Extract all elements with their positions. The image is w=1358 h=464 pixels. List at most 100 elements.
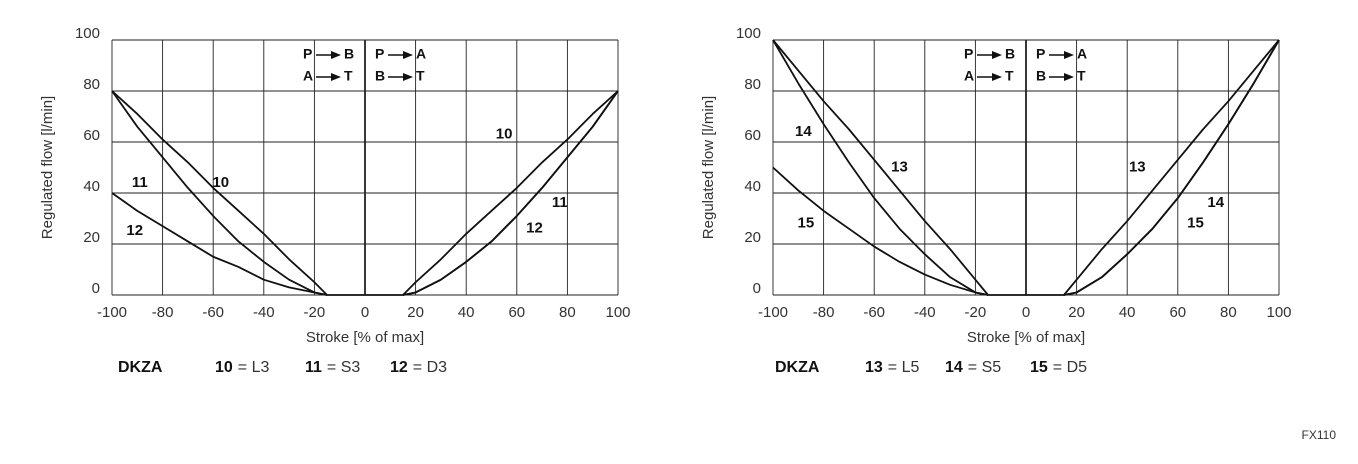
x-tick-label: 20 xyxy=(1068,304,1085,321)
x-tick-label: -100 xyxy=(97,304,127,321)
x-tick-label: 20 xyxy=(407,304,424,321)
arrow-head xyxy=(331,51,341,59)
port-label: P xyxy=(964,46,973,62)
port-label: T xyxy=(1077,68,1086,84)
x-tick-label: -60 xyxy=(863,304,885,321)
y-tick-label: 20 xyxy=(744,229,761,246)
y-tick-label: 0 xyxy=(753,280,761,297)
legend-text: = S5 xyxy=(968,359,1001,376)
x-tick-label: 80 xyxy=(559,304,576,321)
legend-key: 14 xyxy=(945,359,963,376)
legend-text: = D5 xyxy=(1053,359,1087,376)
x-tick-label: 0 xyxy=(361,304,369,321)
arrow-head xyxy=(331,73,341,81)
x-tick-label: 40 xyxy=(1119,304,1136,321)
curve-label: 11 xyxy=(552,194,568,211)
y-tick-label: 20 xyxy=(83,229,100,246)
x-tick-label: 100 xyxy=(605,304,630,321)
curve-label: 14 xyxy=(795,123,812,140)
y-tick-label: 0 xyxy=(92,280,100,297)
legend-entry: 12 = D3 xyxy=(390,359,447,376)
curve-label: 15 xyxy=(1187,215,1204,232)
legend-text: = D3 xyxy=(413,359,447,376)
legend-text: = L3 xyxy=(238,359,270,376)
x-tick-label: -40 xyxy=(914,304,936,321)
caption-title: DKZA xyxy=(118,359,163,376)
legend-key: 11 xyxy=(305,359,322,376)
arrow-head xyxy=(1064,73,1074,81)
x-tick-label: -80 xyxy=(813,304,835,321)
x-tick-label: 60 xyxy=(1169,304,1186,321)
y-tick-label: 40 xyxy=(744,178,761,195)
legend-text: = L5 xyxy=(888,359,920,376)
arrow-head xyxy=(992,51,1002,59)
arrow-head xyxy=(992,73,1002,81)
curve xyxy=(111,90,619,296)
port-label: T xyxy=(416,68,425,84)
legend-key: 10 xyxy=(215,359,233,376)
y-tick-label: 60 xyxy=(83,127,100,144)
curve-label: 13 xyxy=(891,158,908,175)
x-tick-label: -20 xyxy=(304,304,326,321)
port-label: P xyxy=(1036,46,1045,62)
legend-entry: 14 = S5 xyxy=(945,359,1001,376)
curve-label: 15 xyxy=(798,215,815,232)
curve-label: 13 xyxy=(1129,158,1146,175)
port-label: T xyxy=(1005,68,1014,84)
x-tick-label: -40 xyxy=(253,304,275,321)
port-label: A xyxy=(416,46,426,62)
curve-label: 10 xyxy=(212,174,229,191)
x-axis-title: Stroke [% of max] xyxy=(306,329,424,346)
arrow-head xyxy=(1064,51,1074,59)
x-tick-label: -100 xyxy=(758,304,788,321)
legend-text: = S3 xyxy=(327,359,360,376)
chart: -100 -80 -60 -40 -20 0 20 40 60 80 100 0 20 40 60 80 100… xyxy=(700,25,1292,376)
port-label: B xyxy=(344,46,354,62)
curve-label: 14 xyxy=(1207,194,1224,211)
x-tick-label: -20 xyxy=(965,304,987,321)
curve-label: 12 xyxy=(126,222,143,239)
curve-label: 12 xyxy=(526,220,543,237)
x-tick-label: -60 xyxy=(202,304,224,321)
port-label: T xyxy=(344,68,353,84)
port-label: B xyxy=(1005,46,1015,62)
y-axis-title: Regulated flow [l/min] xyxy=(39,96,56,239)
port-label: P xyxy=(375,46,384,62)
chart: -100 -80 -60 -40 -20 0 20 40 60 80 100 0 20 40 60 80 100… xyxy=(39,25,631,376)
arrow-head xyxy=(403,73,413,81)
y-tick-label: 100 xyxy=(736,25,761,42)
port-label: P xyxy=(303,46,312,62)
y-tick-label: 40 xyxy=(83,178,100,195)
curve xyxy=(111,90,619,296)
legend-key: 15 xyxy=(1030,359,1048,376)
y-axis-title: Regulated flow [l/min] xyxy=(700,96,717,239)
port-label: A xyxy=(1077,46,1087,62)
curve-label: 10 xyxy=(496,125,513,142)
x-tick-label: 0 xyxy=(1022,304,1030,321)
curve xyxy=(772,39,1280,296)
legend-entry: 13 = L5 xyxy=(865,359,919,376)
port-label: A xyxy=(964,68,974,84)
legend-entry: 11 = S3 xyxy=(305,359,360,376)
curve-label: 11 xyxy=(132,174,148,191)
x-tick-label: -80 xyxy=(152,304,174,321)
x-axis-title: Stroke [% of max] xyxy=(967,329,1085,346)
port-label: B xyxy=(1036,68,1046,84)
x-tick-label: 100 xyxy=(1266,304,1291,321)
caption-title: DKZA xyxy=(775,359,820,376)
y-tick-label: 80 xyxy=(83,76,100,93)
port-label: B xyxy=(375,68,385,84)
y-tick-label: 80 xyxy=(744,76,761,93)
x-tick-label: 60 xyxy=(508,304,525,321)
x-tick-label: 80 xyxy=(1220,304,1237,321)
legend-key: 12 xyxy=(390,359,408,376)
y-tick-label: 100 xyxy=(75,25,100,42)
arrow-head xyxy=(403,51,413,59)
curve xyxy=(772,39,1280,296)
legend-key: 13 xyxy=(865,359,883,376)
legend-entry: 15 = D5 xyxy=(1030,359,1087,376)
y-tick-label: 60 xyxy=(744,127,761,144)
x-tick-label: 40 xyxy=(458,304,475,321)
figure-id: FX110 xyxy=(1302,428,1337,442)
